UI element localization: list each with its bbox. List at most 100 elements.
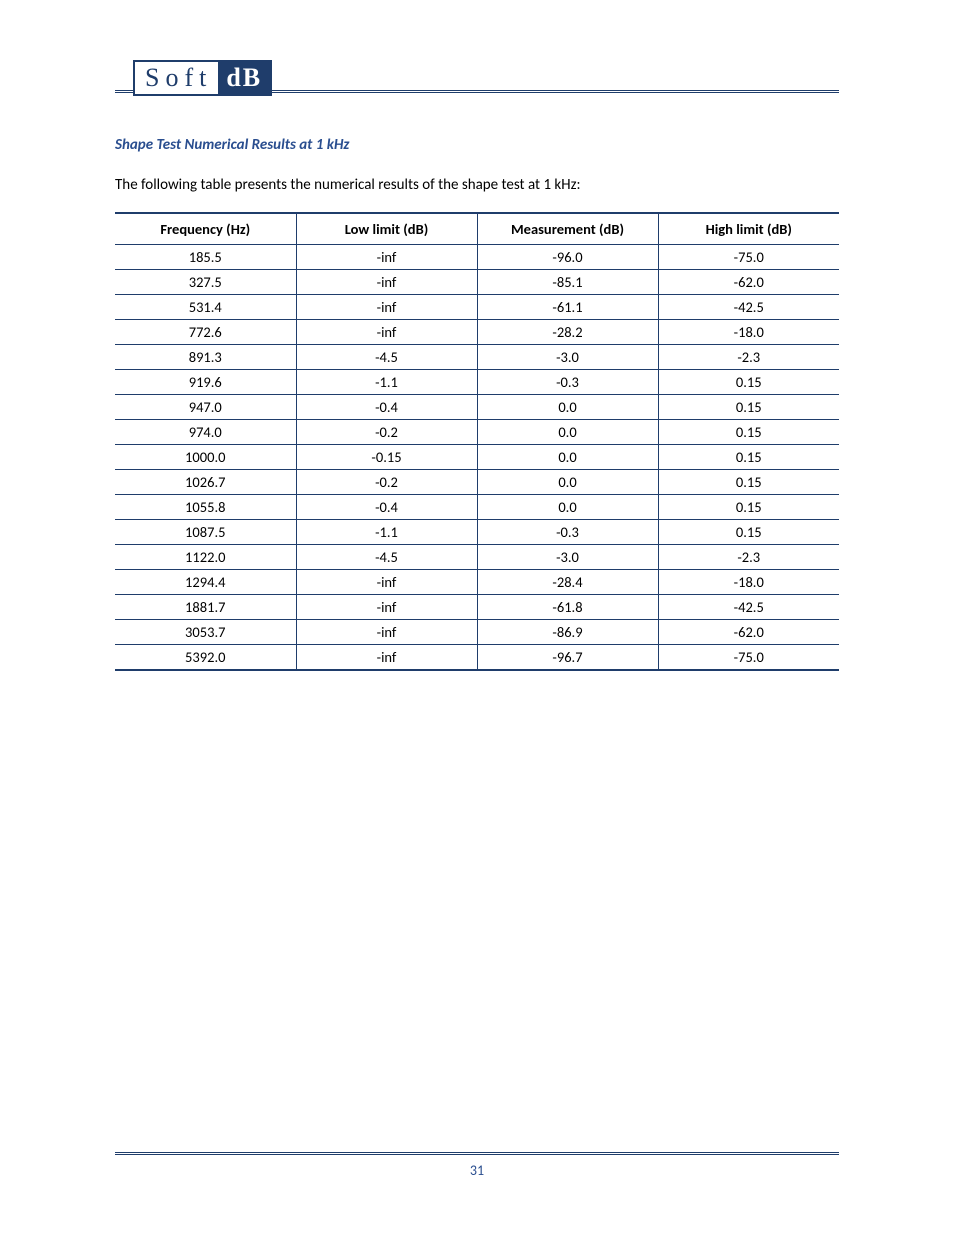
table-cell: -0.4 [296,495,477,520]
table-cell: 0.0 [477,395,658,420]
table-cell: -85.1 [477,270,658,295]
table-cell: 0.15 [658,395,839,420]
table-cell: 0.15 [658,470,839,495]
table-cell: 185.5 [115,245,296,270]
table-cell: 3053.7 [115,620,296,645]
table-row: 3053.7-inf-86.9-62.0 [115,620,839,645]
table-cell: 1122.0 [115,545,296,570]
table-cell: 327.5 [115,270,296,295]
table-cell: 919.6 [115,370,296,395]
table-cell: -62.0 [658,620,839,645]
table-cell: -28.4 [477,570,658,595]
table-cell: 0.0 [477,470,658,495]
table-cell: -42.5 [658,295,839,320]
table-row: 947.0-0.40.00.15 [115,395,839,420]
table-cell: 0.15 [658,495,839,520]
table-cell: -75.0 [658,645,839,671]
table-cell: -0.3 [477,370,658,395]
footer: 31 [115,1152,839,1180]
table-cell: 0.15 [658,520,839,545]
table-cell: -0.4 [296,395,477,420]
col-low-limit: Low limit (dB) [296,213,477,245]
table-cell: -3.0 [477,545,658,570]
table-cell: 1000.0 [115,445,296,470]
table-cell: -61.1 [477,295,658,320]
table-row: 5392.0-inf-96.7-75.0 [115,645,839,671]
table-row: 919.6-1.1-0.30.15 [115,370,839,395]
table-cell: -4.5 [296,545,477,570]
logo-text-soft: Soft [135,62,218,94]
table-row: 1122.0-4.5-3.0-2.3 [115,545,839,570]
table-row: 772.6-inf-28.2-18.0 [115,320,839,345]
table-row: 1881.7-inf-61.8-42.5 [115,595,839,620]
table-cell: -18.0 [658,320,839,345]
table-cell: 1294.4 [115,570,296,595]
table-cell: 1055.8 [115,495,296,520]
logo-text-db: dB [218,62,270,94]
col-high-limit: High limit (dB) [658,213,839,245]
table-cell: -0.3 [477,520,658,545]
table-row: 327.5-inf-85.1-62.0 [115,270,839,295]
table-cell: -inf [296,645,477,671]
table-cell: -0.2 [296,470,477,495]
table-cell: 772.6 [115,320,296,345]
table-cell: -inf [296,595,477,620]
table-header-row: Frequency (Hz) Low limit (dB) Measuremen… [115,213,839,245]
section-title: Shape Test Numerical Results at 1 kHz [115,136,839,154]
table-cell: -4.5 [296,345,477,370]
footer-rule [115,1152,839,1155]
header: Soft dB [115,60,839,96]
table-cell: 1026.7 [115,470,296,495]
table-cell: -75.0 [658,245,839,270]
table-cell: -inf [296,245,477,270]
table-cell: 947.0 [115,395,296,420]
table-cell: -96.7 [477,645,658,671]
table-row: 1055.8-0.40.00.15 [115,495,839,520]
table-cell: -61.8 [477,595,658,620]
table-cell: -0.2 [296,420,477,445]
table-cell: -42.5 [658,595,839,620]
header-rule-right [272,90,839,93]
table-cell: -1.1 [296,370,477,395]
table-cell: 531.4 [115,295,296,320]
table-cell: -0.15 [296,445,477,470]
table-cell: -2.3 [658,345,839,370]
table-row: 1000.0-0.150.00.15 [115,445,839,470]
results-table: Frequency (Hz) Low limit (dB) Measuremen… [115,212,839,671]
table-row: 974.0-0.20.00.15 [115,420,839,445]
table-cell: -62.0 [658,270,839,295]
table-cell: 891.3 [115,345,296,370]
header-rule-left [115,90,133,93]
table-row: 1294.4-inf-28.4-18.0 [115,570,839,595]
table-row: 531.4-inf-61.1-42.5 [115,295,839,320]
page-number: 31 [470,1162,484,1179]
table-cell: -18.0 [658,570,839,595]
table-row: 1026.7-0.20.00.15 [115,470,839,495]
table-cell: -inf [296,295,477,320]
table-cell: 0.0 [477,495,658,520]
table-row: 1087.5-1.1-0.30.15 [115,520,839,545]
table-cell: -3.0 [477,345,658,370]
table-cell: -inf [296,320,477,345]
col-frequency: Frequency (Hz) [115,213,296,245]
table-cell: 0.15 [658,445,839,470]
table-cell: 5392.0 [115,645,296,671]
table-cell: -inf [296,570,477,595]
table-cell: -2.3 [658,545,839,570]
table-cell: 0.15 [658,420,839,445]
table-cell: 974.0 [115,420,296,445]
table-row: 891.3-4.5-3.0-2.3 [115,345,839,370]
table-cell: -inf [296,270,477,295]
table-cell: -1.1 [296,520,477,545]
col-measurement: Measurement (dB) [477,213,658,245]
table-cell: 0.0 [477,420,658,445]
logo: Soft dB [133,60,272,96]
table-cell: 0.15 [658,370,839,395]
table-cell: -inf [296,620,477,645]
table-cell: 1087.5 [115,520,296,545]
table-cell: -86.9 [477,620,658,645]
table-cell: -28.2 [477,320,658,345]
table-cell: 1881.7 [115,595,296,620]
intro-text: The following table presents the numeric… [115,176,839,194]
table-row: 185.5-inf-96.0-75.0 [115,245,839,270]
